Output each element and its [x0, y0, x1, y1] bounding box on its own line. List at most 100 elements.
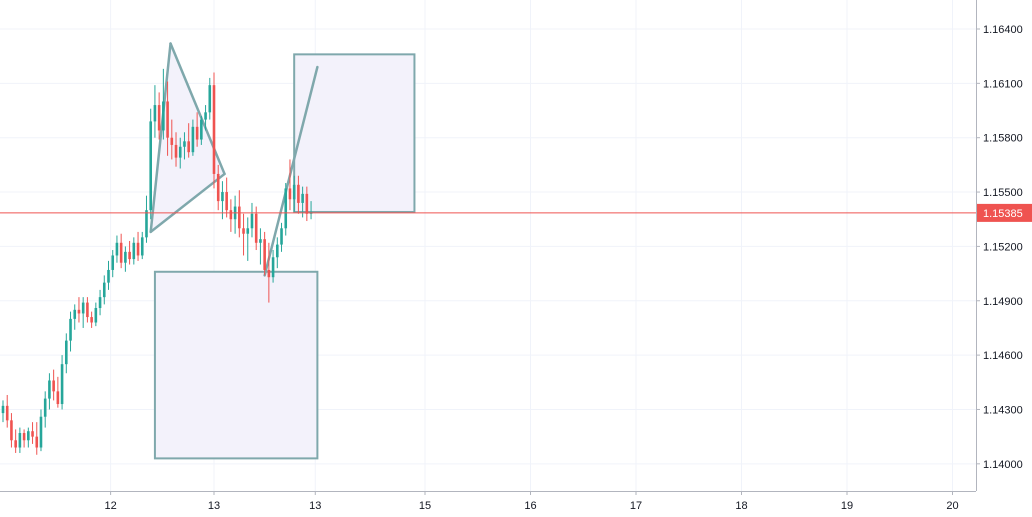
candle	[149, 108, 152, 220]
candle-body	[73, 309, 77, 319]
candle	[94, 302, 98, 327]
candle-body	[191, 126, 195, 153]
price-tick-label: 1.16100	[983, 78, 1023, 90]
candle	[145, 195, 148, 243]
candle-body	[119, 242, 123, 263]
time-tick-label: 13	[208, 500, 220, 512]
candle-body	[229, 210, 233, 220]
time-tick-label: 16	[524, 500, 536, 512]
candle	[107, 260, 110, 290]
candle	[263, 231, 266, 276]
candle-body	[225, 192, 228, 211]
candle	[132, 237, 136, 265]
candle	[69, 311, 72, 352]
candle-body	[259, 239, 262, 243]
candle-body	[145, 210, 148, 238]
candle	[111, 250, 115, 278]
candle-body	[271, 257, 275, 278]
candle-body	[263, 239, 266, 270]
time-tick-label: 17	[630, 500, 642, 512]
candle	[183, 132, 186, 160]
rectangle-drawing[interactable]	[293, 53, 416, 213]
candle	[153, 85, 157, 138]
candle	[115, 235, 119, 263]
time-tick-label: 20	[946, 500, 958, 512]
candle	[31, 422, 34, 444]
candle-body	[90, 317, 93, 323]
candle	[242, 213, 245, 256]
candle-body	[132, 242, 136, 260]
time-axis[interactable]: 12 13 13 15 16 17 18 19 20	[104, 491, 959, 512]
candle	[229, 199, 233, 232]
candle	[43, 391, 47, 428]
candle	[166, 81, 169, 156]
candle-body	[208, 85, 212, 113]
candle-body	[238, 206, 241, 229]
price-tick-label: 1.15200	[983, 241, 1023, 253]
candle	[128, 240, 131, 265]
candle	[225, 177, 228, 218]
candle-body	[216, 173, 220, 202]
candle-body	[31, 431, 34, 437]
candle-body	[276, 244, 279, 258]
candle	[301, 186, 304, 218]
pattern-line-drawing[interactable]	[149, 172, 226, 234]
candle-body	[200, 119, 203, 140]
candle	[288, 159, 292, 211]
candle	[208, 77, 212, 120]
rectangle-drawing[interactable]	[153, 270, 319, 460]
candle-body	[60, 364, 64, 405]
triangle-pattern-fill	[150, 43, 225, 232]
candle	[174, 132, 178, 167]
candle	[292, 175, 296, 212]
candle-body	[86, 302, 89, 318]
candle-body	[115, 242, 119, 256]
candle	[81, 297, 85, 328]
price-tick-label: 1.16400	[983, 24, 1023, 36]
candle	[98, 289, 102, 316]
candle-body	[242, 228, 245, 234]
candle	[162, 68, 165, 140]
candle	[136, 231, 140, 261]
candle	[221, 181, 224, 220]
price-tick-label: 1.15800	[983, 133, 1023, 145]
candle-body	[162, 101, 165, 131]
price-axis[interactable]: 1.16400 1.16100 1.15800 1.15500 1.15200 1.149…	[976, 24, 1023, 471]
pattern-line-drawing[interactable]	[263, 65, 319, 277]
candle	[48, 373, 51, 410]
candle-body	[43, 398, 47, 417]
candle	[27, 427, 30, 448]
time-tick-label: 13	[309, 500, 321, 512]
candle-body	[107, 269, 110, 283]
candles-layer	[1, 68, 313, 455]
candle	[102, 275, 106, 305]
candle	[86, 297, 89, 323]
last-price-label: 1.15385	[983, 208, 1023, 220]
chart-grid	[0, 0, 976, 491]
candle-body	[140, 237, 144, 256]
candle-body	[305, 193, 309, 214]
candle-body	[195, 126, 199, 140]
candle	[65, 333, 68, 374]
candle-body	[77, 309, 81, 314]
price-tick-label: 1.14000	[983, 459, 1023, 471]
candle-body	[284, 188, 288, 229]
candle	[1, 400, 5, 423]
candle-body	[27, 431, 30, 441]
pattern-line-drawing[interactable]	[149, 42, 172, 234]
drawing-layer[interactable]	[149, 42, 416, 460]
price-tick-label: 1.14900	[983, 296, 1023, 308]
price-tick-label: 1.15500	[983, 187, 1023, 199]
candle-body	[18, 433, 22, 448]
pattern-line-drawing[interactable]	[169, 42, 226, 176]
candle	[238, 190, 241, 238]
candle-body	[124, 251, 127, 263]
candle-body	[153, 105, 157, 122]
candle	[14, 429, 17, 453]
candle	[39, 409, 43, 452]
last-price-badge-background	[977, 203, 1032, 222]
candle-body	[136, 242, 140, 256]
last-price-badge: 1.15385	[977, 203, 1032, 222]
candle-body	[267, 269, 271, 278]
